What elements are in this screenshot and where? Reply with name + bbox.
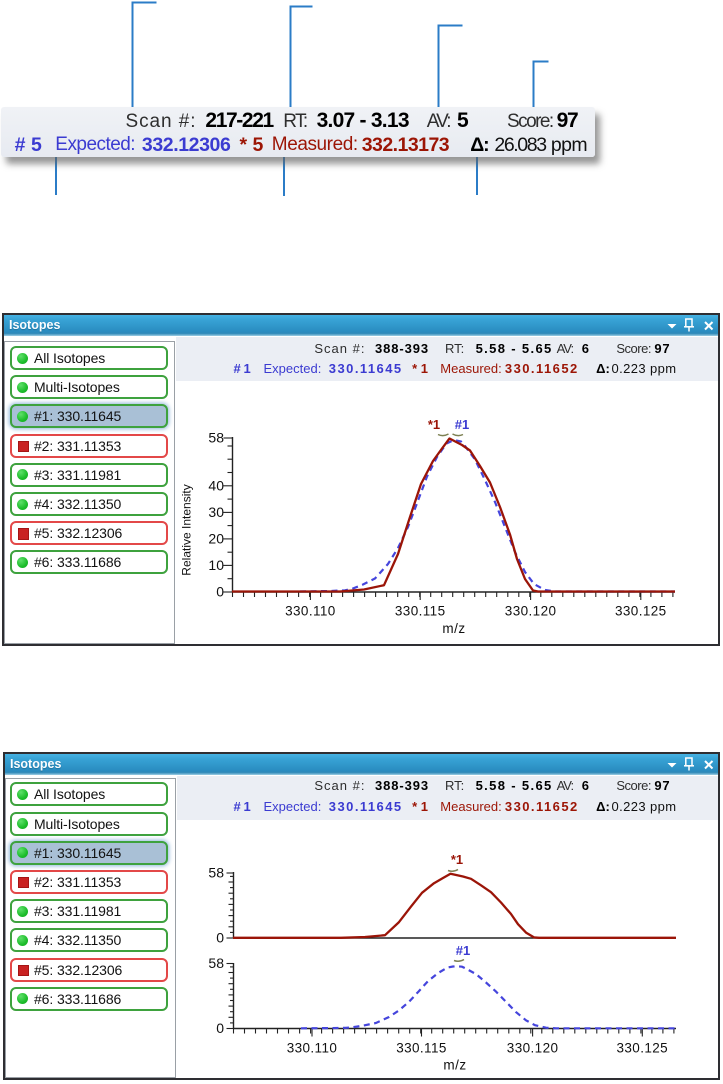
svg-text:0: 0 xyxy=(216,1020,224,1036)
svg-text:*1: *1 xyxy=(428,417,440,432)
svg-text:30: 30 xyxy=(208,504,224,520)
svg-text:58: 58 xyxy=(208,955,224,971)
svg-text:m/z: m/z xyxy=(443,1058,466,1073)
svg-text:330.120: 330.120 xyxy=(507,1041,559,1056)
svg-text:58: 58 xyxy=(208,865,224,881)
svg-text:20: 20 xyxy=(208,531,224,547)
svg-text:330.110: 330.110 xyxy=(285,604,336,619)
svg-text:*1: *1 xyxy=(451,852,463,867)
svg-text:10: 10 xyxy=(208,557,224,573)
svg-text:40: 40 xyxy=(208,478,224,494)
svg-text:330.125: 330.125 xyxy=(615,604,667,619)
svg-text:0: 0 xyxy=(216,584,224,600)
svg-text:330.115: 330.115 xyxy=(395,604,446,619)
svg-text:330.125: 330.125 xyxy=(616,1041,668,1056)
svg-text:330.120: 330.120 xyxy=(505,604,557,619)
svg-text:58: 58 xyxy=(208,430,224,446)
svg-text:330.115: 330.115 xyxy=(396,1041,447,1056)
svg-text:0: 0 xyxy=(216,930,224,946)
svg-text:330.110: 330.110 xyxy=(287,1041,338,1056)
svg-text:#1: #1 xyxy=(455,417,469,432)
svg-text:m/z: m/z xyxy=(442,621,465,636)
svg-text:Relative Intensity: Relative Intensity xyxy=(180,484,194,575)
svg-text:#1: #1 xyxy=(456,943,470,958)
